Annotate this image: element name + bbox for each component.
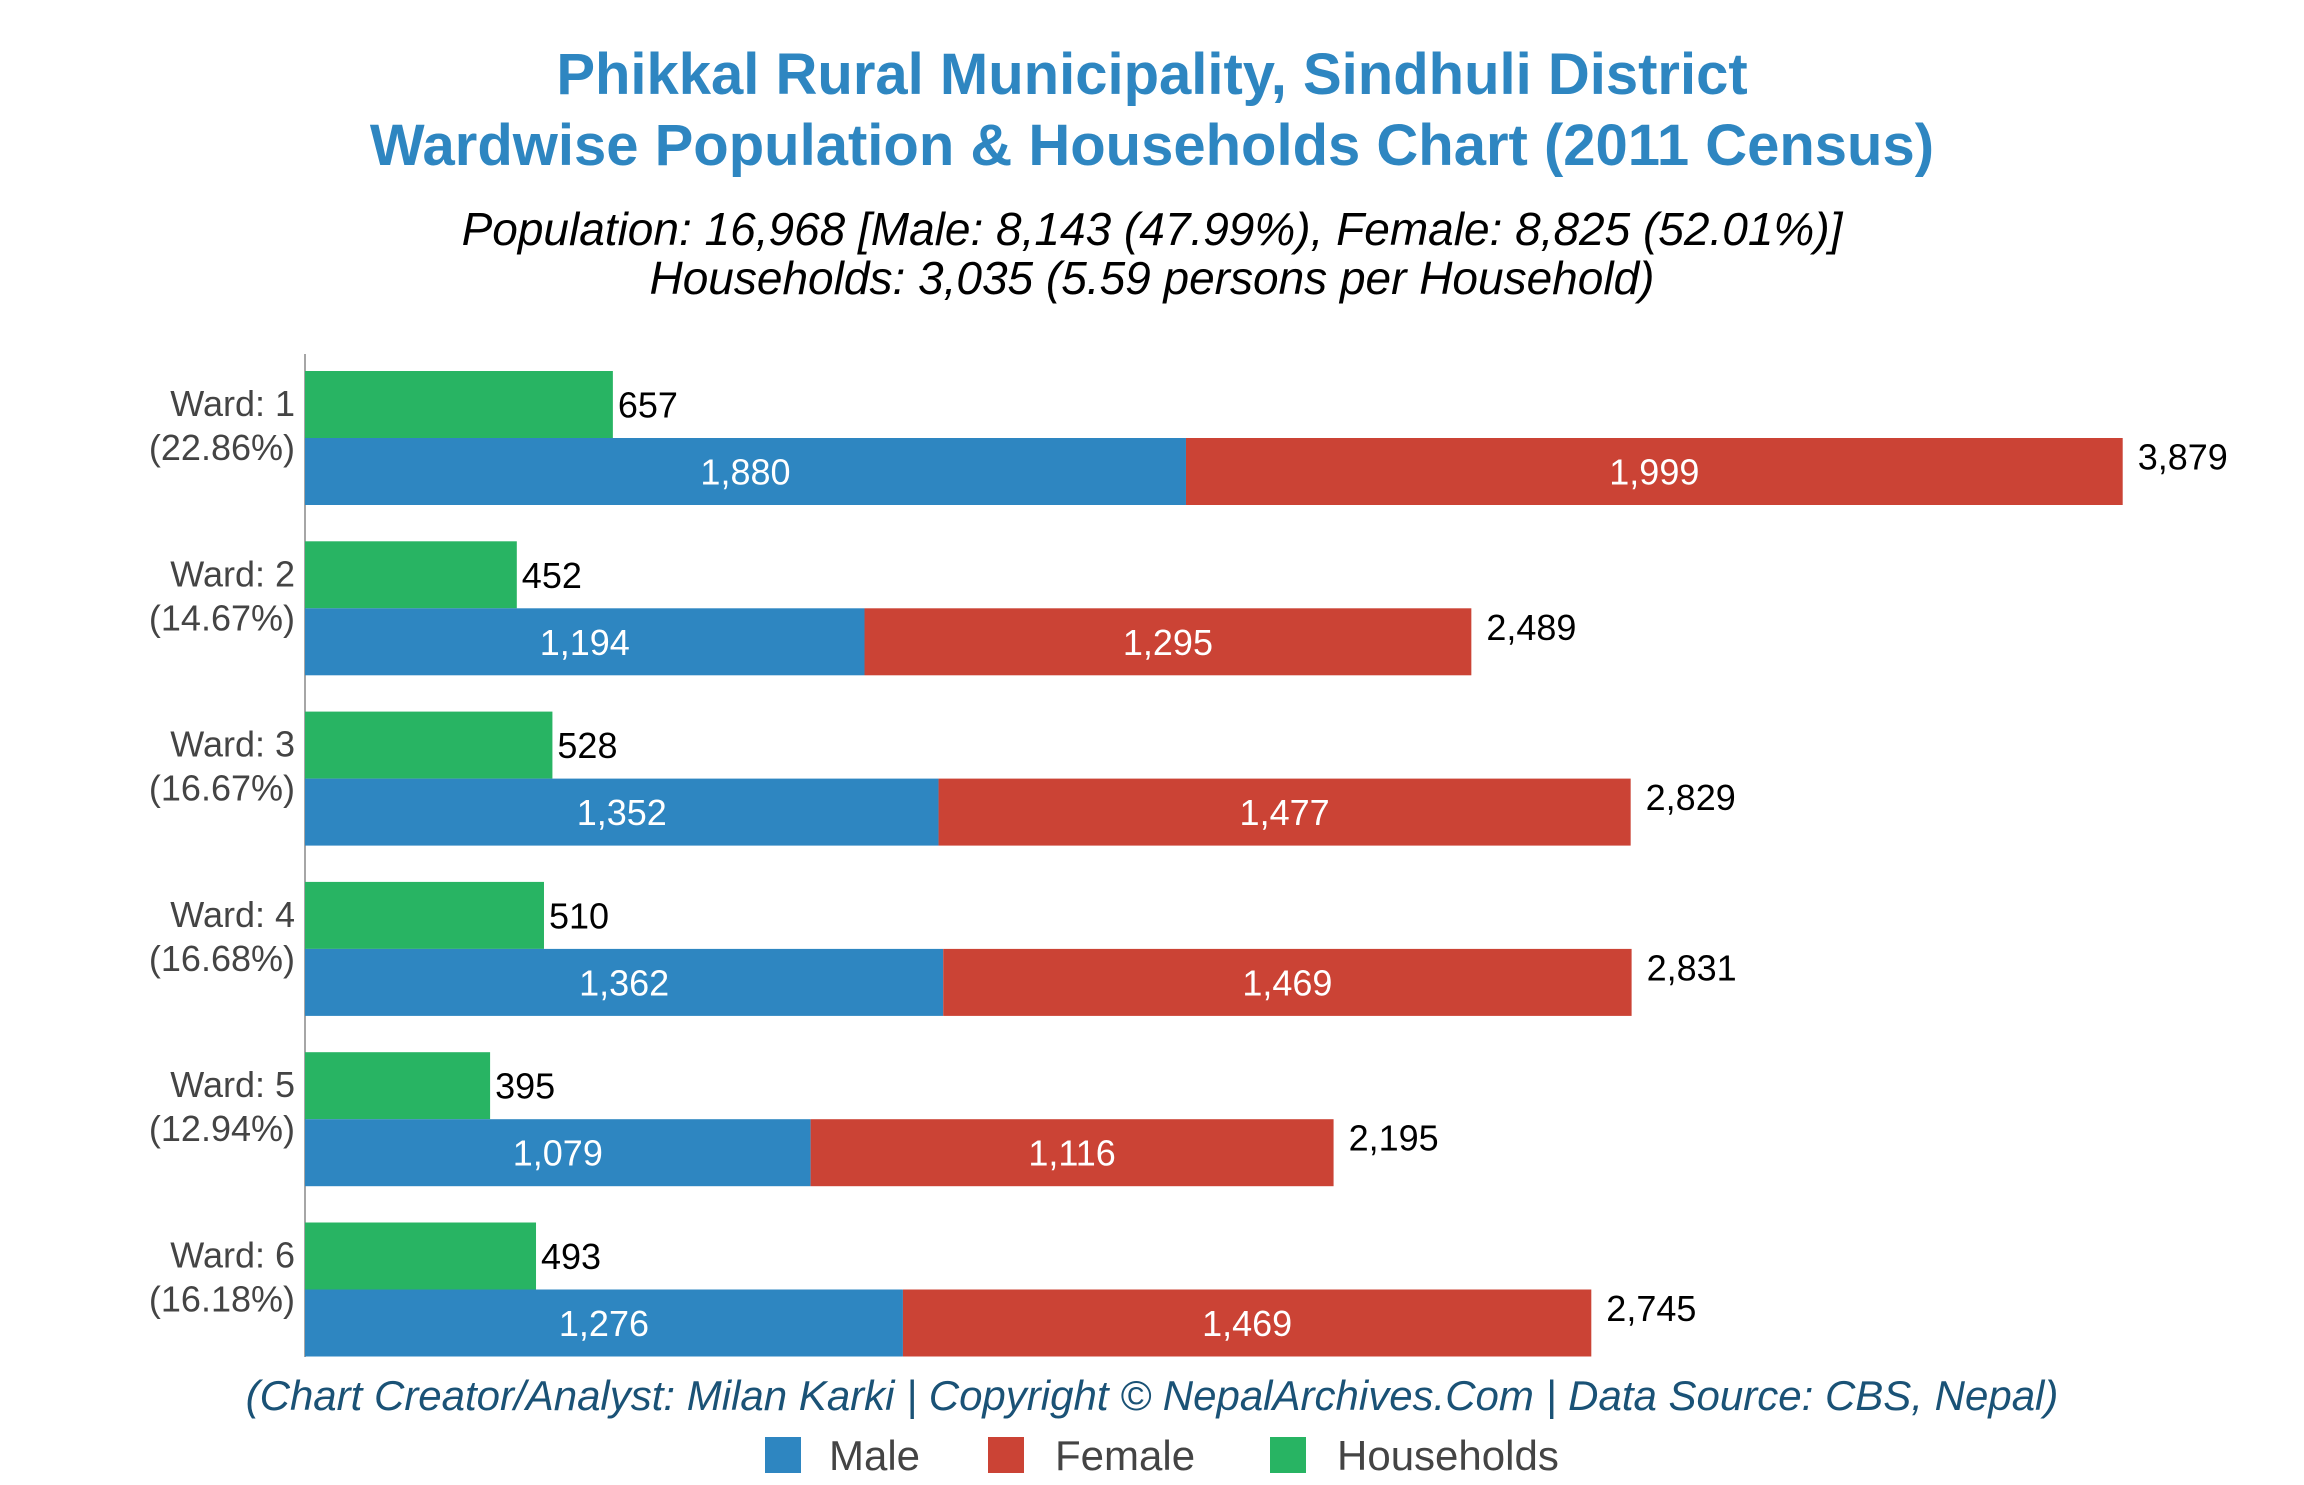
total-value-label: 2,195 xyxy=(1349,1118,1439,1159)
male-value-label: 1,880 xyxy=(700,452,790,493)
female-value-label: 1,999 xyxy=(1609,452,1699,493)
total-value-label: 2,829 xyxy=(1646,777,1736,818)
households-bar xyxy=(305,711,553,779)
legend-label: Male xyxy=(829,1432,920,1479)
total-value-label: 2,745 xyxy=(1606,1288,1696,1329)
households-bar xyxy=(305,1222,537,1290)
ward-group: Ward: 6(16.18%) 493 1,276 1,469 2,745 xyxy=(149,1222,1696,1357)
category-share-label: (16.67%) xyxy=(149,768,295,809)
chart-subtitle-line-1: Population: 16,968 [Male: 8,143 (47.99%)… xyxy=(462,203,1844,255)
legend-label: Households xyxy=(1337,1432,1559,1479)
ward-group: Ward: 4(16.68%) 510 1,362 1,469 2,831 xyxy=(149,881,1737,1016)
ward-group: Ward: 3(16.67%) 528 1,352 1,477 2,829 xyxy=(149,711,1736,846)
legend-item-female: Female xyxy=(988,1432,1195,1479)
legend-item-households: Households xyxy=(1270,1432,1559,1479)
male-bar xyxy=(305,438,1186,505)
households-value-label: 657 xyxy=(618,385,678,426)
chart-footer: (Chart Creator/Analyst: Milan Karki | Co… xyxy=(246,1372,2059,1420)
female-bar xyxy=(810,1119,1334,1187)
legend-item-male: Male xyxy=(765,1432,920,1479)
category-share-label: (16.18%) xyxy=(149,1279,295,1320)
male-value-label: 1,079 xyxy=(513,1133,603,1174)
male-value-label: 1,194 xyxy=(540,622,630,663)
households-bar xyxy=(305,881,544,949)
households-bar xyxy=(305,371,613,438)
category-share-label: (14.67%) xyxy=(149,597,295,638)
female-value-label: 1,469 xyxy=(1242,962,1332,1003)
households-bar xyxy=(305,541,517,609)
legend-swatch xyxy=(765,1437,801,1473)
ward-group: Ward: 2(14.67%) 452 1,194 1,295 2,489 xyxy=(149,541,1576,676)
category-share-label: (12.94%) xyxy=(149,1108,295,1149)
households-value-label: 395 xyxy=(495,1066,555,1107)
female-bar xyxy=(938,778,1631,846)
male-bar xyxy=(305,948,944,1016)
category-label: Ward: 2 xyxy=(170,553,295,594)
male-value-label: 1,352 xyxy=(577,792,667,833)
chart-subtitle-line-2: Households: 3,035 (5.59 persons per Hous… xyxy=(650,252,1655,304)
category-share-label: (16.68%) xyxy=(149,938,295,979)
female-bar xyxy=(1185,438,2123,505)
female-bar xyxy=(943,948,1632,1016)
male-bar xyxy=(305,1289,903,1357)
category-label: Ward: 1 xyxy=(170,383,295,424)
chart-title-line-1: Phikkal Rural Municipality, Sindhuli Dis… xyxy=(556,42,1747,107)
households-bar xyxy=(305,1052,491,1120)
category-label: Ward: 5 xyxy=(170,1064,295,1105)
male-bar xyxy=(305,1119,811,1187)
male-bar xyxy=(305,778,939,846)
households-value-label: 493 xyxy=(541,1236,601,1277)
legend-label: Female xyxy=(1055,1432,1195,1479)
category-share-label: (22.86%) xyxy=(149,427,295,468)
category-label: Ward: 6 xyxy=(170,1235,295,1276)
chart-title-line-2: Wardwise Population & Households Chart (… xyxy=(370,113,1934,178)
households-value-label: 528 xyxy=(557,725,617,766)
legend-swatch xyxy=(988,1437,1024,1473)
female-value-label: 1,295 xyxy=(1123,622,1213,663)
female-value-label: 1,469 xyxy=(1202,1303,1292,1344)
female-bar xyxy=(864,608,1472,676)
female-bar xyxy=(902,1289,1592,1357)
households-value-label: 510 xyxy=(549,895,609,936)
legend-swatch xyxy=(1270,1437,1306,1473)
male-value-label: 1,276 xyxy=(559,1303,649,1344)
male-bar xyxy=(305,608,865,676)
total-value-label: 2,831 xyxy=(1647,947,1737,988)
ward-group: Ward: 5(12.94%) 395 1,079 1,116 2,195 xyxy=(149,1052,1439,1187)
total-value-label: 2,489 xyxy=(1486,607,1576,648)
female-value-label: 1,116 xyxy=(1028,1133,1115,1174)
total-value-label: 3,879 xyxy=(2138,437,2228,478)
female-value-label: 1,477 xyxy=(1240,792,1330,833)
category-label: Ward: 4 xyxy=(170,894,295,935)
category-label: Ward: 3 xyxy=(170,724,295,765)
ward-group: Ward: 1(22.86%) 657 1,880 1,999 3,879 xyxy=(149,371,2228,505)
households-value-label: 452 xyxy=(522,555,582,596)
male-value-label: 1,362 xyxy=(579,962,669,1003)
